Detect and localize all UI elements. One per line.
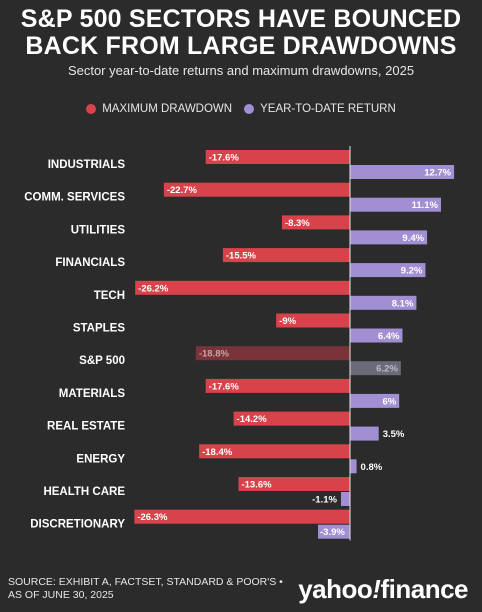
legend-swatch-drawdown bbox=[86, 104, 97, 114]
legend-item-drawdown: MAXIMUM DRAWDOWN bbox=[86, 103, 232, 115]
category-label-real-estate: REAL ESTATE bbox=[47, 421, 125, 433]
source-line-1: SOURCE: EXHIBIT A, FACTSET, STANDARD & P… bbox=[8, 576, 283, 588]
ytd-bar-comm-services bbox=[350, 197, 442, 212]
category-label-materials: MATERIALS bbox=[59, 388, 126, 400]
ytd-bar-energy bbox=[350, 459, 357, 474]
ytd-bar-discretionary bbox=[318, 524, 350, 539]
logo-part-bang: ! bbox=[372, 574, 381, 604]
ytd-value-discretionary: -3.9% bbox=[320, 527, 345, 538]
drawdown-value-comm-services: -22.7% bbox=[167, 185, 198, 196]
category-label-discretionary: DISCRETIONARY bbox=[30, 519, 125, 531]
ytd-bar-financials bbox=[350, 263, 426, 278]
ytd-value-utilities: 9.4% bbox=[402, 233, 424, 244]
ytd-value-financials: 9.2% bbox=[401, 266, 423, 277]
drawdown-bar-discretionary bbox=[134, 509, 350, 524]
yahoo-finance-logo: yahoo!finance bbox=[298, 574, 468, 605]
legend-label-ytd: YEAR-TO-DATE RETURN bbox=[260, 103, 396, 115]
drawdown-bar-energy bbox=[199, 444, 350, 459]
drawdown-value-utilities: -8.3% bbox=[285, 218, 310, 229]
ytd-bar-tech bbox=[350, 295, 417, 310]
drawdown-value-materials: -17.6% bbox=[209, 381, 240, 392]
drawdown-bar-financials bbox=[222, 248, 350, 263]
category-label-s-p-500: S&P 500 bbox=[79, 355, 125, 367]
ytd-bar-s-p-500 bbox=[350, 361, 401, 376]
drawdown-value-tech: -26.2% bbox=[138, 283, 169, 294]
ytd-bar-materials bbox=[350, 393, 400, 408]
legend-item-ytd: YEAR-TO-DATE RETURN bbox=[244, 103, 396, 115]
logo-part-yahoo: yahoo bbox=[298, 574, 373, 604]
drawdown-value-health-care: -13.6% bbox=[241, 480, 272, 491]
ytd-value-tech: 8.1% bbox=[392, 298, 414, 309]
drawdown-bar-real-estate bbox=[233, 411, 350, 426]
ytd-bar-industrials bbox=[350, 165, 455, 179]
title-line-1: S&P 500 SECTORS HAVE BOUNCED bbox=[20, 5, 462, 33]
category-label-staples: STAPLES bbox=[73, 323, 126, 335]
ytd-bar-staples bbox=[350, 328, 403, 343]
source-line-2: AS OF JUNE 30, 2025 bbox=[8, 589, 114, 601]
ytd-value-real-estate: 3.5% bbox=[383, 429, 405, 440]
drawdown-value-real-estate: -14.2% bbox=[237, 414, 268, 425]
chart-title: S&P 500 SECTORS HAVE BOUNCED BACK FROM L… bbox=[0, 6, 482, 60]
drawdown-value-staples: -9% bbox=[279, 316, 296, 327]
drawdown-value-industrials: -17.6% bbox=[209, 153, 240, 164]
ytd-bar-health-care bbox=[340, 492, 350, 506]
ytd-value-energy: 0.8% bbox=[361, 462, 383, 473]
ytd-value-industrials: 12.7% bbox=[424, 168, 451, 179]
ytd-value-materials: 6% bbox=[382, 396, 396, 407]
drawdown-value-discretionary: -26.3% bbox=[137, 512, 168, 523]
category-label-comm-services: COMM. SERVICES bbox=[24, 192, 125, 204]
ytd-value-comm-services: 11.1% bbox=[412, 200, 439, 211]
ytd-bar-utilities bbox=[350, 230, 428, 245]
legend-label-drawdown: MAXIMUM DRAWDOWN bbox=[102, 103, 233, 115]
category-label-health-care: HEALTH CARE bbox=[43, 486, 125, 498]
chart-subtitle: Sector year-to-date returns and maximum … bbox=[67, 63, 415, 78]
drawdown-bar-s-p-500 bbox=[195, 346, 350, 361]
category-label-energy: ENERGY bbox=[76, 453, 125, 465]
drawdown-value-energy: -18.4% bbox=[202, 447, 233, 458]
drawdown-bar-utilities bbox=[281, 215, 350, 230]
ytd-value-health-care: -1.1% bbox=[312, 495, 337, 506]
drawdown-value-s-p-500: -18.8% bbox=[199, 349, 230, 360]
drawdown-bar-staples bbox=[276, 313, 350, 328]
drawdown-bar-industrials bbox=[205, 150, 350, 164]
category-label-financials: FINANCIALS bbox=[55, 257, 125, 269]
drawdown-bar-health-care bbox=[238, 477, 350, 491]
drawdown-bar-tech bbox=[135, 280, 350, 295]
drawdown-bar-comm-services bbox=[163, 182, 350, 197]
ytd-bar-real-estate bbox=[350, 426, 379, 441]
category-label-utilities: UTILITIES bbox=[71, 224, 126, 236]
drawdown-bar-materials bbox=[205, 378, 350, 393]
category-label-industrials: INDUSTRIALS bbox=[48, 159, 126, 171]
source-note: SOURCE: EXHIBIT A, FACTSET, STANDARD & P… bbox=[8, 576, 283, 602]
logo-part-finance: finance bbox=[380, 574, 468, 604]
legend-swatch-ytd bbox=[244, 104, 255, 114]
legend: MAXIMUM DRAWDOWN YEAR-TO-DATE RETURN bbox=[0, 103, 482, 115]
ytd-value-staples: 6.4% bbox=[378, 331, 400, 342]
title-line-2: BACK FROM LARGE DRAWDOWNS bbox=[25, 32, 457, 60]
category-label-tech: TECH bbox=[94, 290, 125, 302]
drawdown-value-financials: -15.5% bbox=[226, 251, 257, 262]
ytd-value-s-p-500: 6.2% bbox=[376, 364, 398, 375]
